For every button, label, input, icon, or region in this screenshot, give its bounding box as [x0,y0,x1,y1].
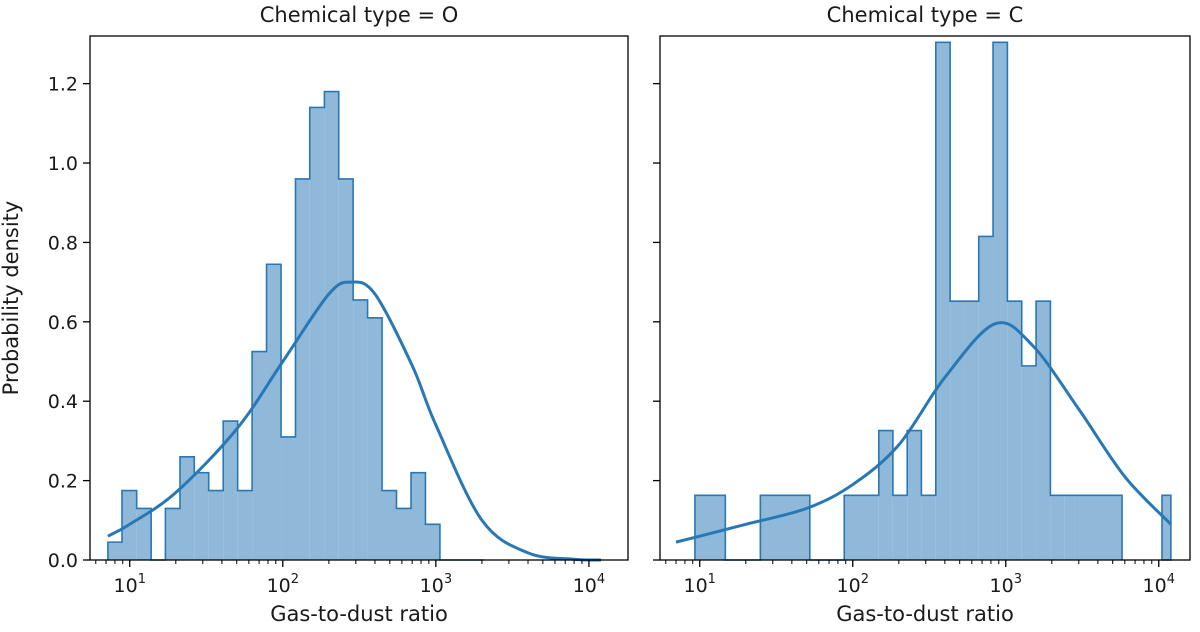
histogram-bar [367,317,383,560]
x-axis-label-c: Gas-to-dust ratio [836,602,1014,626]
histogram-bar [223,421,238,560]
plot-frame-c [659,35,1191,561]
y-tick-label: 0.6 [48,312,78,334]
plot-area-c [660,36,1190,560]
histogram-bar [1036,301,1051,560]
kde-curve-o [107,280,602,562]
kde-curve-c [675,321,1172,544]
histogram-bar [1050,495,1065,560]
histogram-bar [266,264,282,560]
x-tick-label: 101 [114,572,146,597]
histogram-bar [1021,365,1037,560]
x-tick-label: 103 [990,572,1022,597]
plot-frame-o [89,35,629,561]
histogram-bar [338,178,354,560]
x-ticks-c: 101 102 103 104 [665,560,1175,597]
panel-oxygen-rich: 0.0 0.2 0.4 0.6 0.8 1.0 1.2 101 102 103 104 Chemi… [48,3,629,626]
histogram-bar [1161,494,1172,561]
panel-title-c: Chemical type = C [827,3,1024,27]
x-ticks-o: 101 102 103 104 [95,560,605,597]
histogram-bar [878,430,893,560]
x-tick-label: 102 [837,572,869,597]
histogram-bar [382,490,397,560]
histogram-bar [907,430,922,560]
histogram-bar [194,472,209,560]
x-tick-label: 103 [420,572,452,597]
histogram-bar [694,495,726,560]
histogram-bar [281,436,296,560]
y-tick-label: 0.4 [48,391,78,413]
x-tick-label: 101 [683,572,715,597]
y-ticks-o: 0.0 0.2 0.4 0.6 0.8 1.0 1.2 [48,74,90,572]
histogram-bar [993,42,1008,561]
y-tick-label: 1.0 [48,153,78,175]
histogram-bar [978,236,994,560]
histogram-bar [309,107,325,561]
histogram-bar [921,495,936,560]
panel-carbon-rich: 101 102 103 104 Chemical type = C Gas-to-du… [653,3,1191,626]
histogram-bar [107,542,122,560]
histogram-bar [252,351,267,560]
y-axis-label: Probability density [0,201,23,396]
histogram-bar [237,490,253,560]
histogram-bar [396,508,412,560]
histogram-bar [1007,301,1022,560]
histogram-bar [844,495,879,560]
histogram-bar [892,495,908,560]
histogram-bar [1064,495,1075,560]
histogram-bar [950,301,965,560]
y-tick-label: 0.2 [48,471,78,493]
y-tick-label: 0.8 [48,232,78,254]
histogram-bar [208,490,224,560]
histogram-bar [324,91,339,561]
histogram-bar [760,495,810,560]
x-tick-label: 104 [1143,572,1175,597]
histogram-bar [295,178,310,560]
histogram-outline-o [107,90,484,561]
histogram-bar [964,301,979,560]
histogram-bars-c [694,42,1172,561]
y-ticks-c [653,82,660,561]
y-tick-label: 0.0 [48,550,78,572]
x-axis-label-o: Gas-to-dust ratio [270,602,448,626]
histogram-bar [353,299,368,560]
x-tick-label: 102 [267,572,299,597]
histogram-bar [165,508,181,560]
histogram-bar [180,456,195,560]
histogram-bars-o [107,91,440,561]
histogram-bar [935,42,951,561]
x-tick-label: 104 [573,572,605,597]
histogram-bar [136,508,152,560]
histogram-outline-c [694,41,1123,561]
y-tick-label: 1.2 [48,74,78,96]
histogram-bar [1074,495,1123,560]
histogram-bar [411,472,426,560]
histogram-bar [425,524,440,560]
panel-title-o: Chemical type = O [260,3,459,27]
